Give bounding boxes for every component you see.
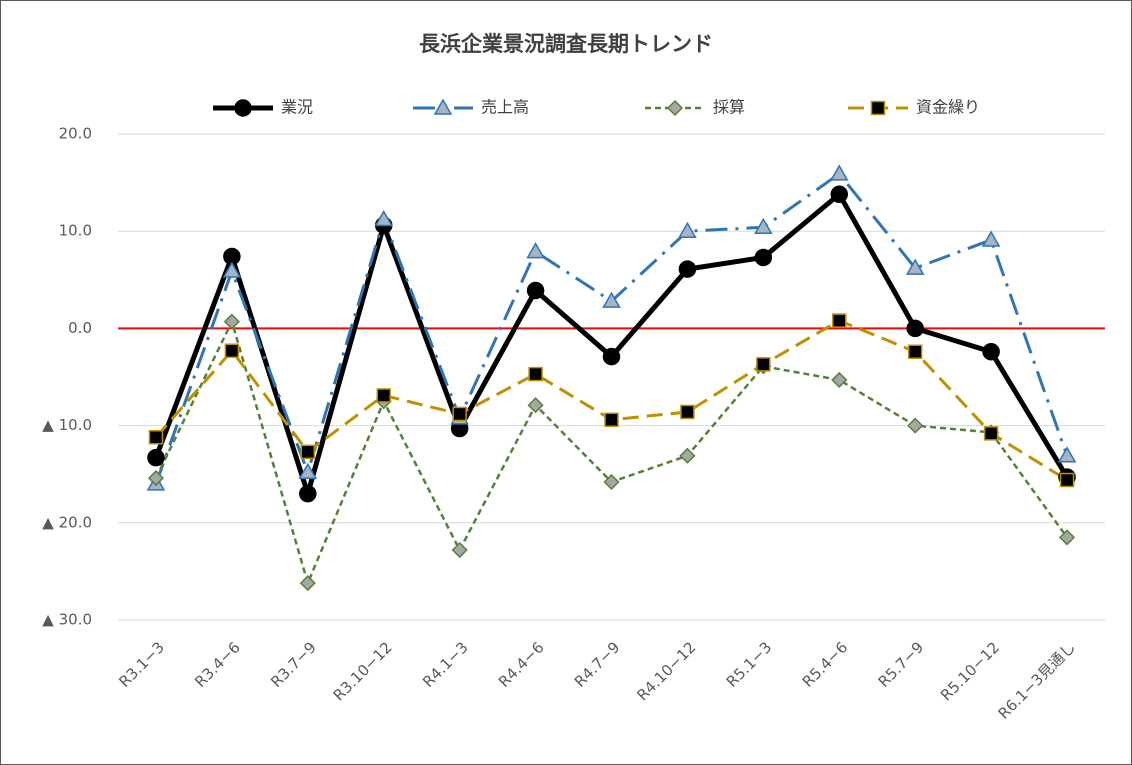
data-point	[528, 366, 543, 382]
data-point	[831, 371, 848, 388]
data-point	[300, 444, 316, 460]
y-tick-label: 20.0	[59, 125, 92, 143]
data-point	[222, 261, 242, 278]
legend-marker	[433, 98, 453, 115]
legend-text: 採算	[713, 98, 745, 117]
y-tick-label: ▲ 20.0	[42, 513, 92, 531]
data-point	[148, 430, 164, 445]
data-point	[223, 313, 240, 330]
data-point	[299, 575, 316, 592]
data-point	[603, 473, 620, 491]
data-point	[602, 347, 621, 366]
data-point	[376, 388, 391, 403]
data-point	[830, 185, 849, 204]
data-point	[982, 342, 1000, 361]
chart-title: 長浜企業景況調査長期トレンド	[419, 32, 713, 56]
data-point	[1057, 446, 1077, 463]
data-point	[905, 258, 925, 275]
data-point	[526, 242, 545, 259]
data-point	[147, 470, 165, 487]
data-point	[298, 462, 318, 480]
data-point	[1059, 472, 1075, 488]
legend-marker	[870, 100, 886, 116]
data-point	[602, 291, 621, 308]
data-point	[678, 221, 697, 238]
data-point	[1058, 529, 1076, 546]
legend-marker	[666, 99, 684, 117]
legend-text: 売上高	[481, 98, 529, 117]
data-point	[604, 412, 619, 428]
data-point	[224, 343, 240, 359]
data-point	[147, 448, 165, 467]
data-point	[756, 357, 771, 372]
data-point	[680, 404, 695, 420]
y-tick-label: 10.0	[59, 222, 92, 240]
y-tick-label: 0.0	[68, 319, 92, 337]
data-point	[906, 319, 924, 338]
data-point	[299, 484, 317, 503]
data-point	[526, 281, 545, 300]
data-point	[679, 447, 696, 464]
data-point	[452, 406, 467, 422]
data-point	[983, 426, 999, 441]
legend-marker	[234, 99, 252, 117]
data-point	[829, 164, 849, 181]
data-point	[907, 417, 924, 434]
data-point	[981, 230, 1001, 247]
legend-text: 資金繰り	[916, 98, 980, 117]
data-point	[832, 313, 847, 328]
data-point	[678, 260, 697, 278]
legend-text: 業況	[281, 98, 313, 117]
data-point	[527, 397, 544, 414]
data-point	[907, 344, 923, 359]
data-point	[451, 541, 468, 559]
y-tick-label: ▲ 10.0	[42, 416, 92, 434]
y-tick-label: ▲ 30.0	[42, 611, 92, 629]
data-point	[374, 210, 394, 227]
data-point	[754, 217, 773, 235]
data-point	[754, 248, 773, 267]
